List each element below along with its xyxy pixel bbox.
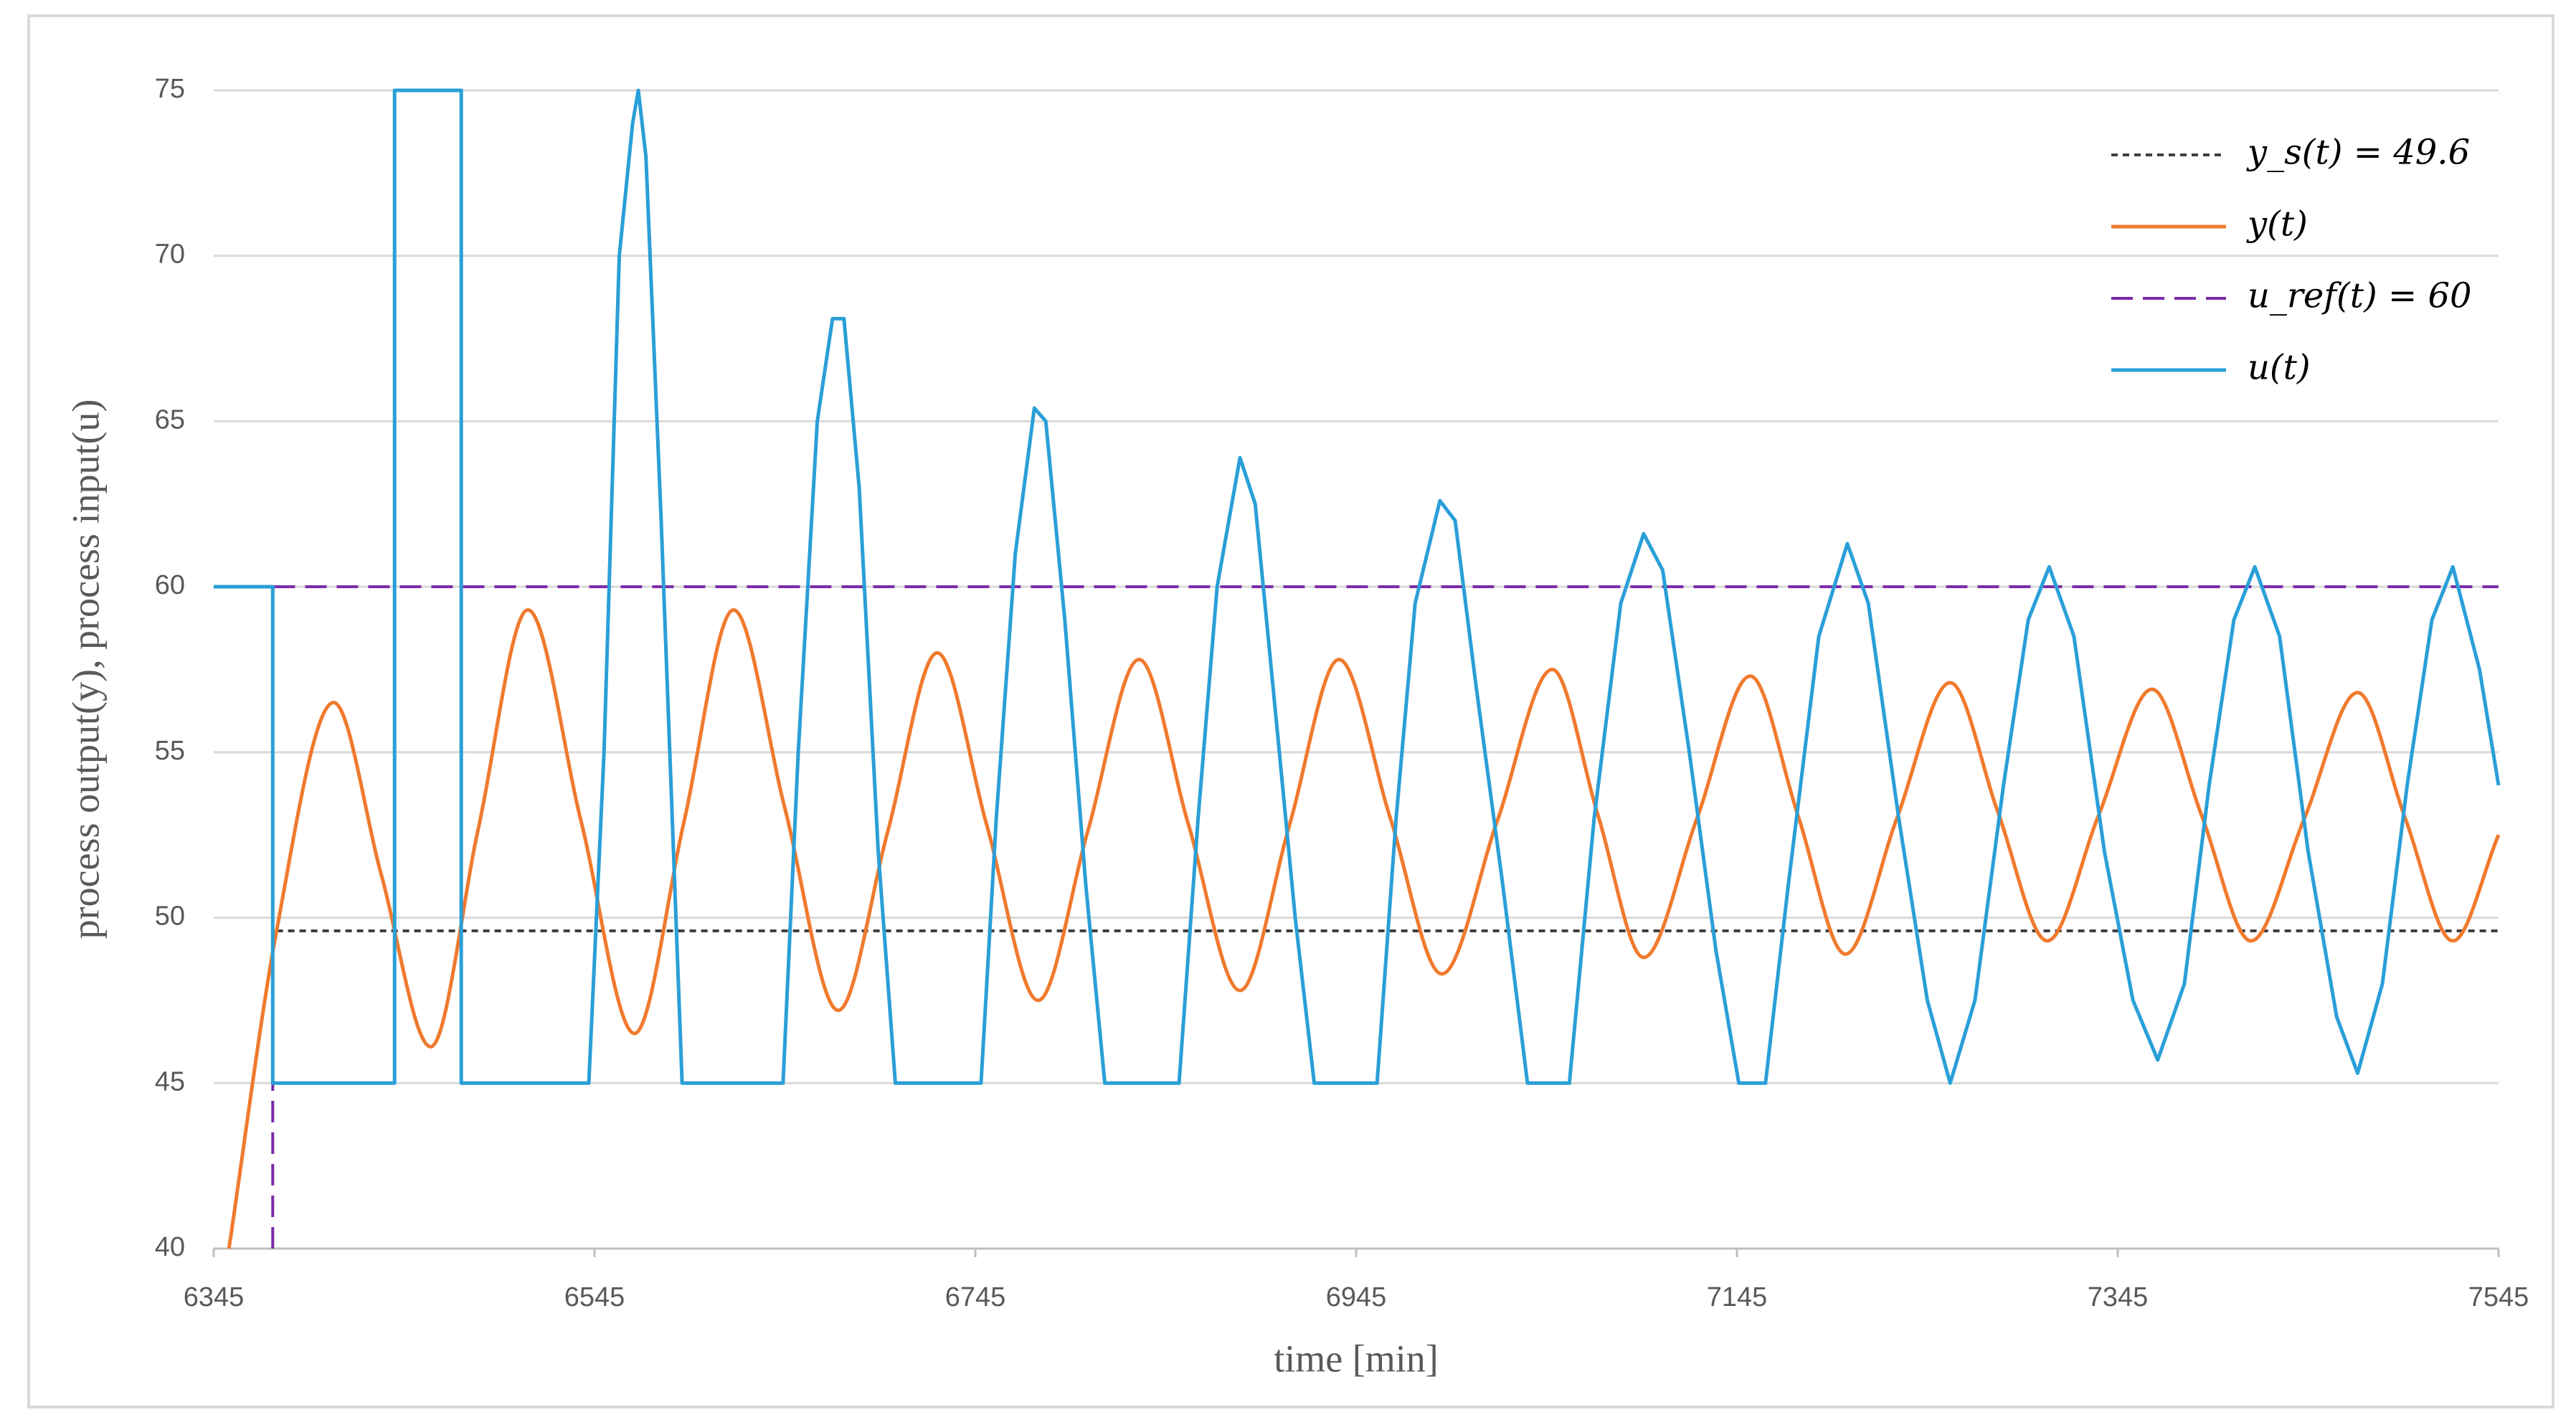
x-tick-label: 6745 — [945, 1282, 1006, 1312]
y-tick-label: 70 — [155, 240, 185, 270]
series-line — [214, 88, 2501, 1085]
y-tick-label: 50 — [155, 901, 185, 932]
y-tick-label: 45 — [155, 1066, 185, 1097]
legend-label: u(t) — [2248, 348, 2311, 388]
x-tick-label: 6545 — [564, 1282, 625, 1312]
y-tick-label: 75 — [155, 74, 185, 104]
y-tick-label: 60 — [155, 570, 185, 600]
x-tick-label: 6945 — [1326, 1282, 1387, 1312]
x-tick-label: 6345 — [184, 1282, 245, 1312]
legend-label: u_ref(t) = 60 — [2248, 276, 2472, 316]
y-tick-label: 40 — [155, 1232, 185, 1262]
y-tick-label: 65 — [155, 404, 185, 435]
y-axis-title: process output(y), process input(u) — [64, 399, 107, 939]
y-tick-label: 55 — [155, 736, 185, 766]
x-tick-label: 7345 — [2088, 1282, 2149, 1312]
chart-frame — [27, 14, 2554, 1409]
x-tick-label: 7145 — [1707, 1282, 1768, 1312]
legend-label: y_s(t) = 49.6 — [2246, 133, 2470, 173]
x-tick-label: 7545 — [2468, 1282, 2529, 1312]
legend-label: y(t) — [2246, 204, 2308, 245]
x-axis-title: time [min] — [1274, 1337, 1438, 1380]
series-line — [227, 607, 2501, 1249]
